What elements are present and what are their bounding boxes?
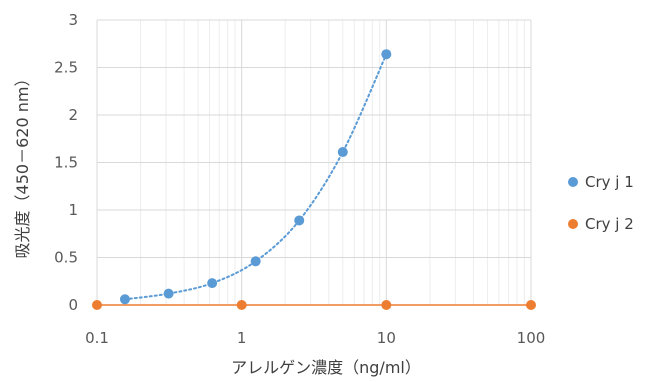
y-tick-label: 3 bbox=[68, 11, 78, 29]
x-tick-labels: 0.1 1 10 100 bbox=[85, 329, 545, 347]
y-tick-label: 0.5 bbox=[54, 249, 78, 267]
y-tick-label: 1 bbox=[68, 201, 78, 219]
data-point-series-1 bbox=[207, 278, 218, 289]
major-gridlines bbox=[96, 19, 532, 306]
data-point-series-1 bbox=[163, 288, 174, 299]
data-point-series-1 bbox=[381, 49, 392, 60]
data-point-series-1 bbox=[250, 256, 261, 267]
y-axis-title: 吸光度（450－620 nm） bbox=[13, 71, 32, 259]
y-tick-label: 2 bbox=[68, 106, 78, 124]
legend-label: Cry j 1 bbox=[585, 173, 634, 191]
legend-marker bbox=[568, 219, 578, 229]
y-tick-label: 0 bbox=[68, 296, 78, 314]
x-tick-label: 0.1 bbox=[85, 329, 109, 347]
data-point-series-2 bbox=[381, 300, 392, 310]
x-axis-title: アレルゲン濃度（ng/ml） bbox=[231, 358, 421, 377]
data-point-series-2 bbox=[526, 300, 536, 310]
y-tick-label: 2.5 bbox=[54, 59, 78, 77]
data-point-series-1 bbox=[337, 147, 348, 158]
legend-marker bbox=[568, 177, 578, 187]
x-tick-label: 100 bbox=[517, 329, 546, 347]
trendlines bbox=[97, 53, 531, 306]
x-tick-label: 1 bbox=[237, 329, 247, 347]
legend: Cry j 1 Cry j 2 bbox=[568, 173, 634, 233]
data-point-series-1 bbox=[119, 294, 130, 305]
x-tick-label: 10 bbox=[377, 329, 396, 347]
legend-label: Cry j 2 bbox=[585, 215, 634, 233]
y-tick-labels: 0 0.5 1 1.5 2 2.5 3 bbox=[54, 11, 78, 314]
y-tick-label: 1.5 bbox=[54, 154, 78, 172]
data-point-series-2 bbox=[236, 300, 247, 310]
data-point-series-1 bbox=[294, 215, 305, 226]
data-points bbox=[92, 49, 536, 310]
data-point-series-2 bbox=[92, 300, 102, 310]
